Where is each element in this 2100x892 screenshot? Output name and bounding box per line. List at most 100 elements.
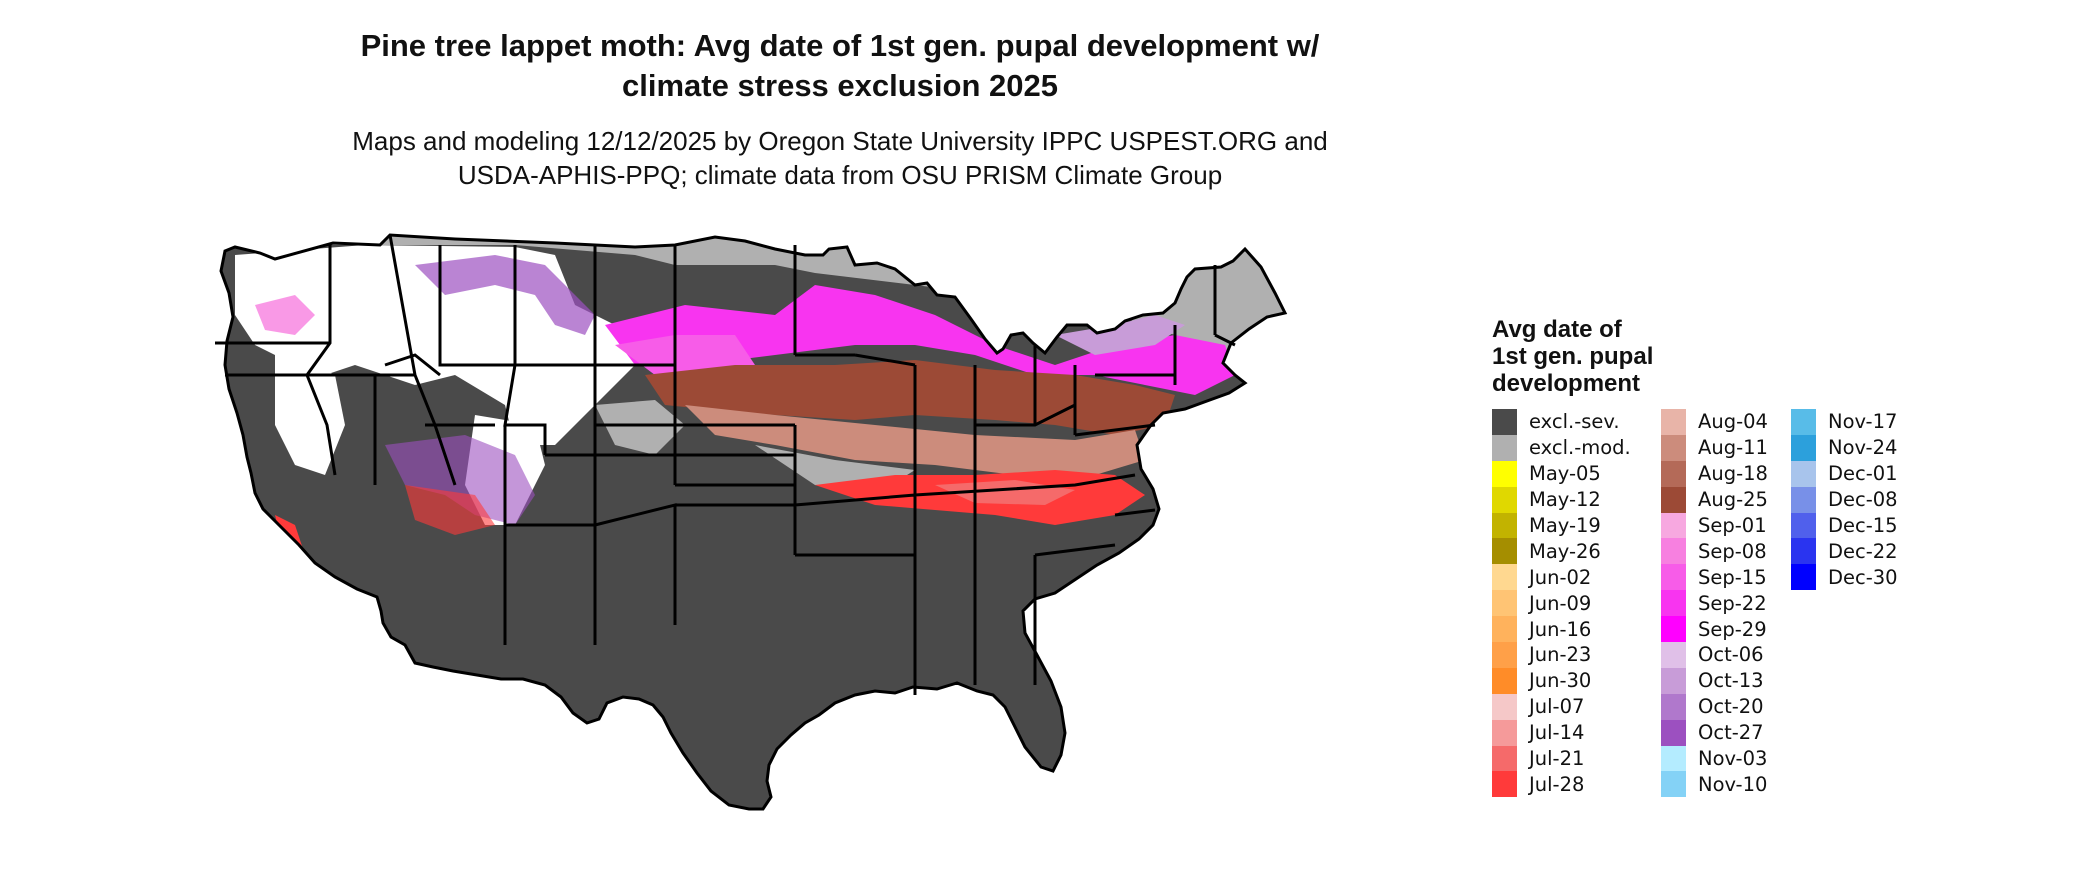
legend-swatch [1791,409,1816,435]
legend-item: Dec-30 [1791,564,1898,591]
legend-swatch [1492,745,1517,772]
legend-swatch [1661,642,1686,668]
legend-label: Dec-30 [1828,565,1898,589]
legend-item: Aug-11 [1661,434,1768,461]
legend-swatch [1492,486,1517,513]
legend-swatch [1492,642,1517,668]
legend-swatch [1492,771,1517,798]
legend-swatch [1791,486,1816,513]
legend-label: Oct-06 [1698,643,1764,667]
legend-item: Jun-30 [1492,667,1631,694]
legend-swatch [1492,719,1517,746]
legend-swatch [1492,434,1517,461]
legend-item: Aug-04 [1661,409,1768,435]
legend-item: Sep-22 [1661,590,1768,617]
legend-label: May-05 [1529,462,1601,486]
legend-swatch [1661,538,1686,565]
legend-swatch [1661,434,1686,461]
legend-swatch [1661,745,1686,772]
legend-swatch [1661,719,1686,746]
legend-item: excl.-mod. [1492,434,1631,461]
legend-swatch [1492,616,1517,643]
legend-item: Sep-15 [1661,564,1768,591]
legend-label: Jun-30 [1529,669,1592,693]
legend-label: Jul-21 [1529,747,1585,771]
legend-column-1: excl.-sev. excl.-mod. May-05 May-12 May-19 Ma… [1492,409,1631,798]
legend-label: May-26 [1529,539,1601,563]
legend-title: Avg date of 1st gen. pupal development [1492,316,1653,397]
legend-item: Nov-10 [1661,771,1768,798]
legend-swatch [1661,667,1686,694]
legend-item: Nov-24 [1791,434,1898,461]
legend-item: Dec-08 [1791,486,1898,513]
legend-item: Jun-23 [1492,642,1631,668]
legend-item: Sep-01 [1661,512,1768,539]
legend-item: Dec-01 [1791,460,1898,487]
legend-item: Oct-20 [1661,693,1768,720]
map-title-line-1: Pine tree lappet moth: Avg date of 1st g… [360,28,1320,63]
legend-label: Sep-08 [1698,539,1767,563]
legend-label: Dec-22 [1828,539,1898,563]
legend-label: Sep-01 [1698,514,1767,537]
legend-label: Oct-20 [1698,695,1764,719]
legend-item: Jul-28 [1492,771,1631,798]
legend-swatch [1791,460,1816,487]
legend-swatch [1492,512,1517,539]
legend-title-line-1: Avg date of [1492,316,1622,343]
legend-swatch [1492,667,1517,694]
legend-swatch [1492,409,1517,435]
legend-label: Nov-24 [1828,436,1898,460]
legend-label: excl.-mod. [1529,436,1631,460]
legend-item: May-12 [1492,486,1631,513]
legend-item: May-19 [1492,512,1631,539]
legend-item: Jun-02 [1492,564,1631,591]
legend-label: Dec-01 [1828,462,1898,486]
legend-swatch [1661,564,1686,591]
legend-label: May-12 [1529,488,1601,512]
legend-title-line-2: 1st gen. pupal [1492,343,1654,370]
legend-item: excl.-sev. [1492,409,1631,435]
legend-label: Dec-15 [1828,514,1898,537]
legend-item: Jul-14 [1492,719,1631,746]
legend-swatch [1661,693,1686,720]
legend-item: Nov-03 [1661,745,1768,772]
legend-item: Dec-15 [1791,512,1898,539]
legend-label: Jun-23 [1529,643,1592,667]
conus-map [215,233,1287,811]
legend-label: Jul-07 [1529,695,1585,719]
legend-label: Sep-29 [1698,617,1767,641]
legend-swatch [1492,590,1517,617]
legend-label: May-19 [1529,514,1601,537]
legend-swatch [1791,512,1816,539]
legend-item: Oct-06 [1661,642,1768,668]
legend-label: Jul-14 [1529,721,1585,745]
legend-swatch [1661,460,1686,487]
map-subtitle-line-1: Maps and modeling 12/12/2025 by Oregon S… [352,126,1328,156]
legend-item: May-26 [1492,538,1631,565]
legend-swatch [1492,693,1517,720]
legend-swatch [1661,512,1686,539]
legend-label: Dec-08 [1828,488,1898,512]
legend-column-3: Nov-17 Nov-24 Dec-01 Dec-08 Dec-15 Dec-22 Dec-… [1791,409,1898,591]
legend-item: Aug-18 [1661,460,1768,487]
legend-item: Jun-16 [1492,616,1631,643]
legend-column-2: Aug-04 Aug-11 Aug-18 Aug-25 Sep-01 Sep-08 Sep-… [1661,409,1768,798]
legend-swatch [1492,460,1517,487]
map-subtitle: Maps and modeling 12/12/2025 by Oregon S… [210,124,1470,192]
legend-label: Jun-09 [1529,591,1592,615]
state-boundaries [215,233,1287,811]
legend-label: Sep-15 [1698,565,1767,589]
legend-item: Jul-07 [1492,693,1631,720]
legend-swatch [1661,486,1686,513]
legend-swatch [1492,564,1517,591]
legend-item: Sep-29 [1661,616,1768,643]
legend-label: Aug-25 [1698,488,1768,512]
legend-item: Nov-17 [1791,409,1898,435]
legend-swatch [1661,590,1686,617]
legend-label: Jul-28 [1529,772,1585,796]
legend-item: Oct-13 [1661,667,1768,694]
legend-item: Jun-09 [1492,590,1631,617]
legend-swatch [1791,564,1816,591]
legend-item: Dec-22 [1791,538,1898,565]
legend-label: Jun-16 [1529,617,1592,641]
